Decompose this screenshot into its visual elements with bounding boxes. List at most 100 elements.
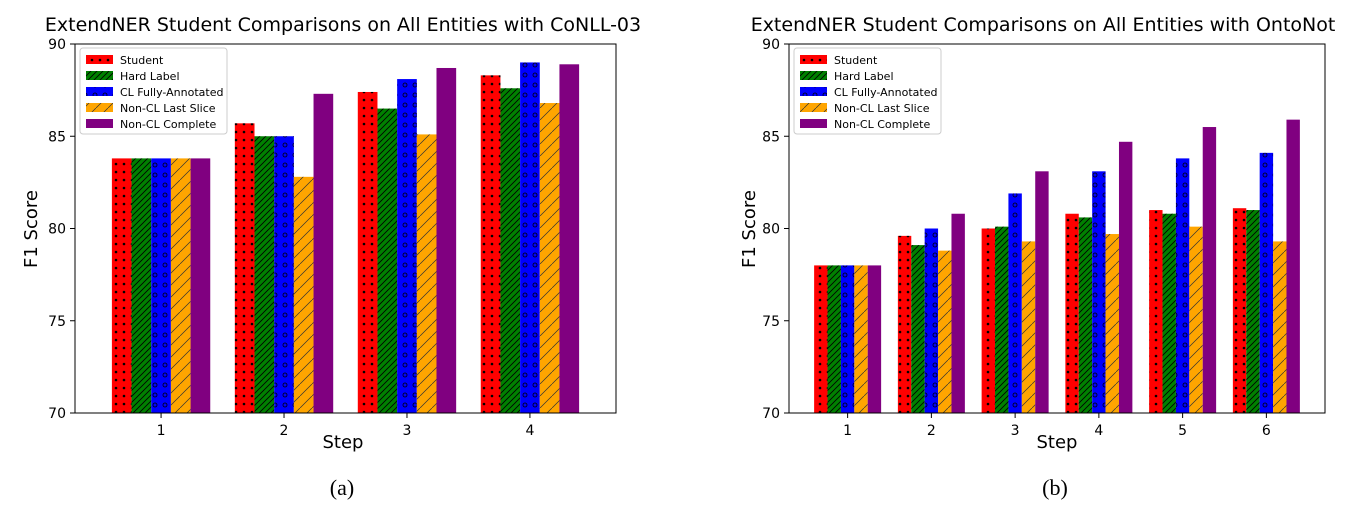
chart-b-bar-hatch [924,228,939,413]
chart-a-xtick-label: 3 [403,423,412,439]
chart-b-bar-hatch [1259,152,1274,414]
chart-a-caption: (a) [330,475,354,500]
chart-b-legend-box [793,47,942,135]
chart-b-bar-hatch [840,265,855,413]
chart-a-ytick-label: 80 [48,222,66,238]
chart-b-bar-hatch [1105,234,1119,413]
chart-a-title: ExtendNER Student Comparisons on All Ent… [45,14,641,36]
chart-b: ExtendNER Student Comparisons on All Ent… [739,14,1335,500]
chart-b-xtick-label: 4 [1094,423,1103,439]
chart-b-bar-hatch [1189,226,1203,413]
chart-b-legend-label: Non-CL Complete [834,118,930,131]
chart-b-ytick-label: 70 [762,406,780,422]
chart-b-bar-hatch [1149,210,1163,413]
chart-b-bar [1202,127,1217,414]
chart-a-bar [190,158,211,413]
chart-b-bar [867,265,882,413]
chart-b-ytick-label: 85 [762,129,780,145]
chart-b-bar-hatch [938,250,952,413]
chart-b-bar [1286,119,1300,414]
chart-b-ytick-label: 90 [762,37,780,53]
chart-b-legend: Student Hard Label CL Fully-Annotated Non-C… [793,47,942,135]
chart-a-bar-hatch [539,103,560,413]
chart-b-caption: (b) [1042,475,1068,500]
chart-a-plot: 70 75 80 85 90 1 2 3 4 Student Hard Label CL Fully-… [48,37,617,439]
chart-a-legend-swatch-hatch [86,71,113,80]
chart-a-legend-swatch [86,119,113,128]
chart-b-ytick-label: 75 [762,314,780,330]
chart-a-bar-hatch [274,136,294,413]
chart-b-xtick-label: 3 [1011,423,1020,439]
chart-a-legend: Student Hard Label CL Fully-Annotated Non-C… [79,47,228,135]
chart-a-bar-hatch [416,134,437,413]
chart-a-bar-hatch [377,108,398,413]
chart-b-xtick-label: 1 [843,423,852,439]
chart-b-xtick-label: 6 [1262,423,1271,439]
chart-b-legend-label: Non-CL Last Slice [834,102,930,115]
chart-a-bar-hatch [480,75,501,414]
chart-b-plot: 70 75 80 85 90 1 2 3 4 5 6 Student Hard Label CL Full… [762,37,1326,439]
chart-a-bar-hatch [151,158,171,413]
chart-a-legend-label: CL Fully-Annotated [120,86,223,99]
chart-b-bar-hatch [911,245,925,413]
chart-b-bar-hatch [1162,213,1176,413]
chart-b-xtick-label: 5 [1178,423,1187,439]
chart-a-legend-label: Hard Label [120,70,180,83]
chart-b-bar [1118,141,1133,413]
chart-b-bar-hatch [1078,217,1093,413]
chart-b-bar-hatch [814,265,828,413]
chart-b-bar-hatch [1008,193,1022,413]
chart-b-bar-hatch [897,235,912,413]
chart-b-legend-label: Student [834,54,878,67]
chart-b-bar-hatch [1021,241,1036,413]
chart-a-legend-swatch-hatch [86,103,113,112]
chart-a-legend-label: Non-CL Complete [120,118,216,131]
chart-b-bar [951,213,965,413]
chart-b-title: ExtendNER Student Comparisons on All Ent… [751,14,1336,36]
chart-b-xlabel: Step [1037,432,1078,453]
chart-a-legend-box [79,47,228,135]
chart-a-bar [559,64,580,414]
chart-a-xtick-label: 1 [157,423,166,439]
chart-b-bar-hatch [827,265,841,413]
chart-b-bar-hatch [995,226,1009,413]
chart-a-bar-hatch [500,88,521,413]
chart-a-ylabel: F1 Score [21,190,42,268]
chart-b-legend-swatch-hatch [800,87,827,96]
chart-a-legend-label: Student [120,54,164,67]
chart-a-ytick-label: 90 [48,37,66,53]
chart-b-bar-hatch [1273,241,1287,413]
chart-b-bar-hatch [854,265,868,413]
chart-a-bar [313,93,334,413]
chart-a-bar-hatch [293,176,314,413]
chart-a-bar [436,67,457,414]
chart-a-bar-hatch [520,62,540,413]
chart-a-bar-hatch [111,158,132,413]
chart-b-bar-hatch [1065,213,1079,413]
chart-a-xlabel: Step [323,432,364,453]
chart-b-ytick-label: 80 [762,222,780,238]
chart-b-legend-label: CL Fully-Annotated [834,86,937,99]
chart-b-bar-hatch [1246,210,1260,413]
chart-a-ytick-label: 85 [48,129,66,145]
chart-a-bar-hatch [170,158,191,413]
chart-b-legend-label: Hard Label [834,70,894,83]
chart-a-bar-hatch [234,123,255,414]
chart-b-legend-swatch-hatch [800,55,827,64]
chart-a-bar-hatch [131,158,152,413]
chart-b-legend-swatch-hatch [800,103,827,112]
chart-a-bar-hatch [397,79,417,414]
chart-b-bar-hatch [1232,208,1247,413]
chart-a-xtick-label: 4 [525,423,534,439]
chart-a-bar-hatch [254,136,275,413]
chart-a-ytick-label: 70 [48,406,66,422]
chart-a-ytick-label: 75 [48,314,66,330]
chart-a-bar-hatch [357,91,378,413]
chart-b-bar-hatch [1175,158,1190,413]
chart-a-xtick-label: 2 [280,423,289,439]
chart-b-legend-swatch [800,119,827,128]
chart-a-legend-label: Non-CL Last Slice [120,102,216,115]
chart-b-bar-hatch [1092,171,1106,413]
chart-a-legend-swatch-hatch [86,87,113,96]
